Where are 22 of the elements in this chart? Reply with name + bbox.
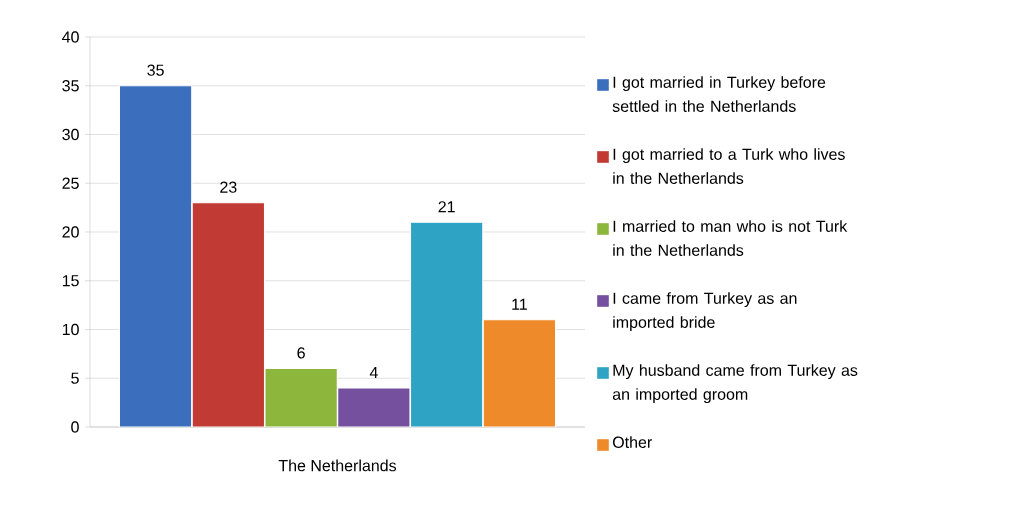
y-tick-label: 5 <box>71 372 79 384</box>
y-tick-label: 0 <box>71 421 79 433</box>
legend-label: I got married to a Turk who lives in the Netherlands <box>613 148 845 184</box>
y-tick-label: 15 <box>62 275 79 287</box>
legend-label: I got married in Turkey before settled in the Netherlands <box>612 76 826 112</box>
y-tick-label: 35 <box>62 80 79 92</box>
legend-label: I married to man who is not Turk in the Netherlands <box>613 220 848 256</box>
data-label: 4 <box>369 367 378 379</box>
y-tick-label: 40 <box>62 31 79 43</box>
legend-label: I came from Turkey as an imported bride <box>613 292 797 332</box>
y-tick-label: 30 <box>62 128 79 141</box>
data-label: 11 <box>512 298 527 310</box>
data-label: 21 <box>438 201 455 213</box>
y-tick-label: 20 <box>62 226 79 238</box>
data-label: 23 <box>220 181 237 193</box>
legend-label: Other <box>612 436 652 448</box>
data-label: 35 <box>147 64 164 76</box>
legend-label: My husband came from Turkey as an imported groom <box>612 364 858 404</box>
data-label: 6 <box>297 347 305 359</box>
y-tick-label: 10 <box>62 323 79 336</box>
y-tick-label: 25 <box>62 177 79 189</box>
x-tick-label: The Netherlands <box>278 459 397 472</box>
